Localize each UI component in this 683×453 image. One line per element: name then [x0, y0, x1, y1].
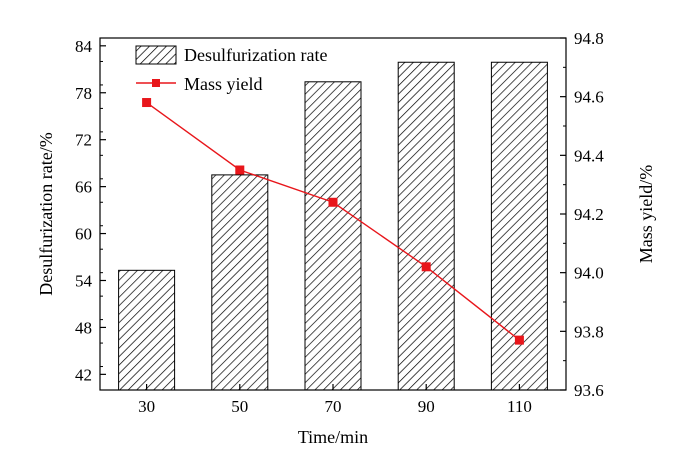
right-tick-label: 93.8	[574, 322, 604, 341]
mass-yield-point-50	[235, 165, 245, 175]
bar-50	[211, 174, 269, 391]
legend-bar-swatch	[135, 45, 177, 65]
left-tick-label: 42	[75, 365, 92, 384]
x-tick-label: 90	[418, 397, 435, 416]
right-tick-label: 94.6	[574, 88, 604, 107]
bar-90	[397, 61, 455, 391]
left-tick-label: 84	[75, 37, 93, 56]
left-tick-label: 66	[75, 178, 92, 197]
right-tick-label: 94.4	[574, 146, 604, 165]
left-tick-label: 54	[75, 271, 93, 290]
bar-110	[490, 61, 548, 391]
left-tick-label: 60	[75, 225, 92, 244]
mass-yield-point-70	[328, 197, 338, 207]
legend-line-marker	[152, 79, 160, 87]
left-axis-ticks: 42 48 54 60 66 72 78 84	[75, 37, 106, 391]
bar-30	[118, 269, 176, 391]
legend-line-label: Mass yield	[184, 74, 263, 94]
legend: Desulfurization rate Mass yield	[135, 45, 327, 94]
right-tick-label: 94.0	[574, 264, 604, 283]
right-tick-label: 93.6	[574, 381, 604, 400]
bar-70	[304, 81, 362, 391]
left-tick-label: 72	[75, 131, 92, 150]
x-tick-label: 70	[325, 397, 342, 416]
right-axis-ticks: 93.6 93.8 94.0 94.2 94.4 94.6 94.8	[560, 29, 604, 400]
left-tick-label: 48	[75, 318, 92, 337]
right-axis-title: Mass yield/%	[636, 165, 656, 264]
x-tick-label: 50	[231, 397, 248, 416]
left-tick-label: 78	[75, 84, 92, 103]
bars-layer	[118, 61, 548, 391]
right-tick-label: 94.2	[574, 205, 604, 224]
legend-bar-label: Desulfurization rate	[184, 45, 327, 65]
x-tick-label: 110	[507, 397, 532, 416]
mass-yield-point-30	[142, 98, 152, 108]
line-layer	[142, 98, 524, 345]
x-axis-title: Time/min	[298, 427, 368, 447]
mass-yield-point-90	[421, 262, 431, 272]
right-tick-label: 94.8	[574, 29, 604, 48]
x-axis-ticks: 30 50 70 90 110	[138, 384, 532, 416]
mass-yield-point-110	[514, 335, 524, 345]
left-axis-title: Desulfurization rate/%	[36, 132, 56, 295]
x-tick-label: 30	[138, 397, 155, 416]
